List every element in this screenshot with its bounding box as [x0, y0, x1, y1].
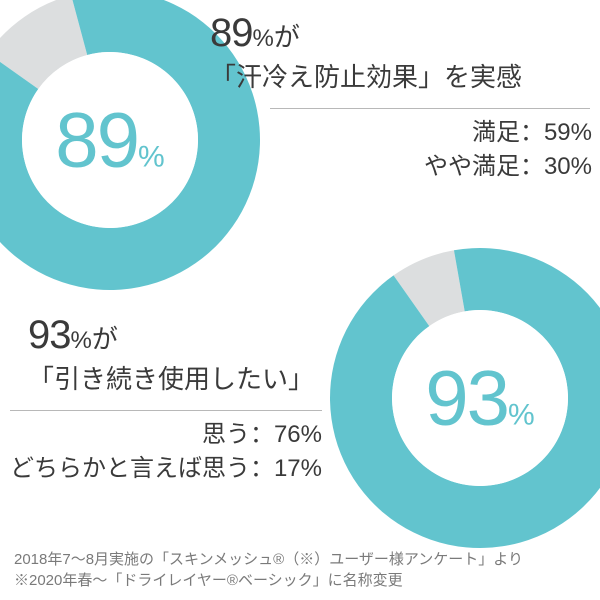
donut-chart-2: 93% [330, 248, 600, 548]
headline-1-line1: 89%が [210, 6, 522, 60]
divider-2 [10, 410, 322, 411]
headline-2: 93%が 「引き続き使用したい」 [28, 308, 314, 397]
headline-1-percent: % [253, 25, 274, 52]
footnote-line2: ※2020年春〜「ドライレイヤー®ベーシック」に名称変更 [14, 570, 586, 592]
headline-2-tail: が [92, 324, 118, 354]
donut-1-center-suffix: % [138, 141, 165, 174]
divider-1 [270, 108, 590, 109]
donut-1-center: 89% [55, 95, 164, 186]
donut-2-center-suffix: % [508, 399, 535, 432]
headline-1-number: 89 [210, 11, 253, 55]
donut-2-center-number: 93 [425, 354, 508, 442]
breakdown-1-row1: 満足：59% [424, 116, 592, 150]
breakdown-1: 満足：59% やや満足：30% [424, 116, 592, 183]
headline-2-line2: 「引き続き使用したい」 [28, 362, 314, 397]
headline-1: 89%が 「汗冷え防止効果」を実感 [210, 6, 522, 95]
breakdown-2: 思う：76% どちらかと言えば思う：17% [10, 418, 322, 485]
breakdown-2-row1: 思う：76% [10, 418, 322, 452]
headline-2-number: 93 [28, 313, 71, 357]
breakdown-1-row2: やや満足：30% [424, 150, 592, 184]
footnote: 2018年7〜8月実施の「スキンメッシュ®（※）ユーザー様アンケート」より ※2… [14, 549, 586, 593]
headline-1-tail: が [274, 22, 300, 52]
breakdown-2-row2: どちらかと言えば思う：17% [10, 452, 322, 486]
footnote-line1: 2018年7〜8月実施の「スキンメッシュ®（※）ユーザー様アンケート」より [14, 549, 586, 571]
headline-1-line2: 「汗冷え防止効果」を実感 [210, 60, 522, 95]
headline-2-percent: % [71, 327, 92, 354]
donut-1-center-number: 89 [55, 96, 138, 184]
headline-2-line1: 93%が [28, 308, 314, 362]
donut-2-center: 93% [425, 353, 534, 444]
